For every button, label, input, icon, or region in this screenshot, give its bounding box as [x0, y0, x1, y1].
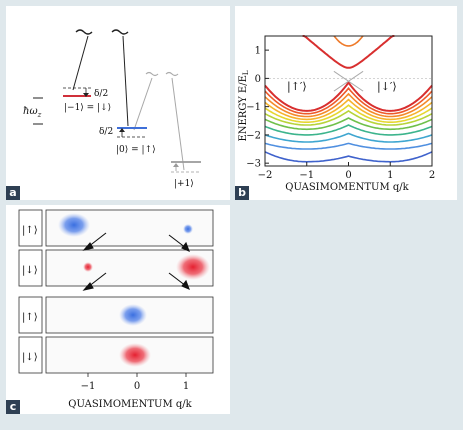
- row-label-down: |↓⟩: [22, 352, 38, 363]
- band-line: [333, 35, 364, 47]
- transition-line: [122, 35, 129, 127]
- arrows: [82, 232, 190, 291]
- state-minus-one-label: |−1⟩ = |↓⟩: [64, 103, 111, 113]
- band-line: [264, 80, 433, 112]
- state-plus-one-label: |+1⟩: [174, 179, 194, 189]
- delta-label: δ/2: [99, 127, 113, 137]
- break-tilde: [165, 71, 179, 77]
- row-label-up: |↑⟩: [22, 225, 38, 236]
- atom-cloud: [119, 343, 151, 367]
- panel-c: |↑⟩ |↓⟩ |↑⟩ |↓⟩ −1 0 1 QUASIMOME: [6, 205, 230, 414]
- delta-label: δ/2: [94, 89, 108, 99]
- break-tilde: [75, 29, 93, 35]
- level-diagram: ħωz δ/2 |−1⟩ = |↓⟩ δ/2 |0⟩ = |↑⟩ |+1⟩: [23, 29, 201, 189]
- atom-cloud: [183, 224, 193, 234]
- panel-a: ħωz δ/2 |−1⟩ = |↓⟩ δ/2 |0⟩ = |↑⟩ |+1⟩ a: [6, 6, 230, 200]
- transition-line: [72, 35, 89, 91]
- x-tick-label: 1: [387, 170, 393, 181]
- band-line: [264, 151, 433, 163]
- band-line: [302, 35, 395, 69]
- band-line: [264, 117, 433, 131]
- y-tick-label: 0: [255, 74, 261, 85]
- x-tick-label: 0: [134, 381, 140, 392]
- ticks-group: −2 −1 0 1 210−1−2−3: [246, 46, 435, 181]
- x-tick-label: 1: [183, 381, 189, 392]
- y-tick-label: −3: [246, 159, 261, 170]
- break-tilde: [111, 29, 129, 35]
- bands-group: [264, 35, 433, 163]
- band-structure-chart: −2 −1 0 1 210−1−2−3 |↑′⟩ |↓′⟩ QUASIMOMENTUM …: [238, 35, 435, 193]
- band-line: [264, 92, 433, 118]
- panel-letter: b: [235, 186, 249, 200]
- y-axis-title: ENERGY E/EL: [238, 70, 250, 141]
- row-label-up: |↑⟩: [22, 312, 38, 323]
- transition-line: [171, 77, 185, 171]
- x-tick-label: 0: [345, 170, 351, 181]
- y-tick-label: −1: [246, 102, 261, 113]
- bare-crossing-line: [333, 70, 364, 92]
- hbar-omega-label: ħωz: [23, 106, 42, 119]
- x-axis-title: QUASIMOMENTUM q/k: [68, 399, 192, 410]
- band-line: [264, 87, 433, 115]
- panel-letter: a: [6, 186, 20, 200]
- band-line: [264, 142, 433, 150]
- atom-cloud: [119, 304, 147, 326]
- atom-cloud: [83, 262, 93, 272]
- y-tick-label: −2: [246, 130, 261, 141]
- label-up-prime: |↑′⟩: [287, 80, 307, 94]
- x-tick-label: −1: [81, 381, 96, 392]
- band-line: [264, 124, 433, 136]
- panel-b: −2 −1 0 1 2 1 0 −1 −2 −3 |↑′⟩ |↓′⟩ QUASIMOMENTUM …: [235, 6, 457, 200]
- x-tick-label: −1: [299, 170, 314, 181]
- x-tick-label: 2: [429, 170, 435, 181]
- state-zero-label: |0⟩ = |↑⟩: [116, 145, 156, 155]
- plot-frame: [264, 35, 433, 167]
- band-line: [264, 98, 433, 121]
- atom-cloud: [176, 254, 210, 280]
- x-axis-title: QUASIMOMENTUM q/k: [285, 182, 409, 193]
- atom-cloud: [58, 213, 90, 237]
- panel-letter: c: [6, 400, 20, 414]
- band-line: [264, 132, 433, 143]
- transition-line: [133, 77, 153, 131]
- band-line: [264, 104, 433, 123]
- x-tick-label: −2: [258, 170, 273, 181]
- label-down-prime: |↓′⟩: [377, 80, 397, 94]
- absorption-images: |↑⟩ |↓⟩ |↑⟩ |↓⟩ −1 0 1 QUASIMOME: [18, 209, 214, 410]
- row-label-down: |↓⟩: [22, 265, 38, 276]
- band-line: [264, 109, 433, 126]
- break-tilde: [145, 71, 159, 77]
- y-tick-label: 1: [255, 46, 261, 57]
